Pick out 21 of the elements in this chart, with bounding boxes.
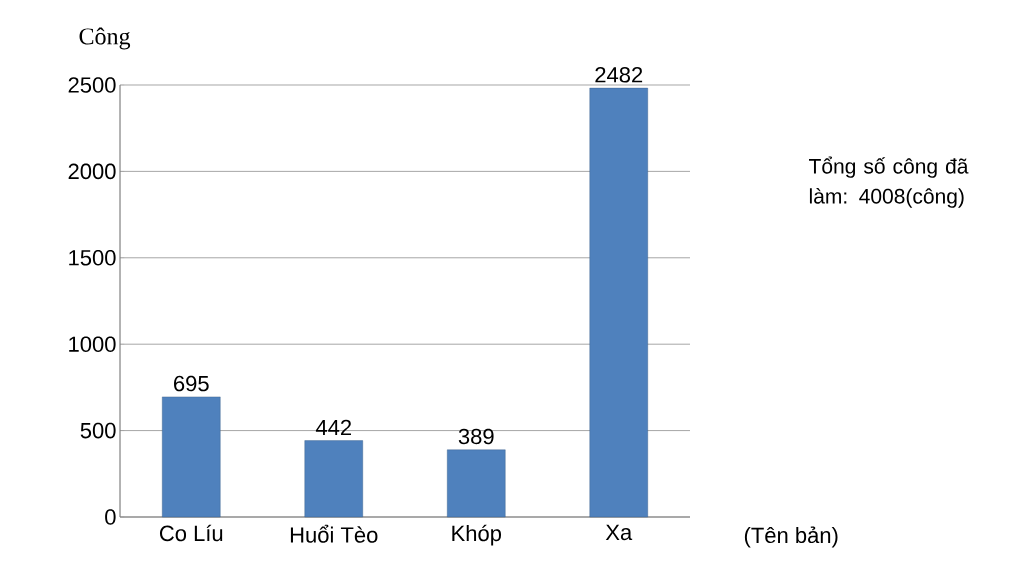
data-label: 2482 <box>595 66 643 83</box>
x-tick-label: Co Líu <box>159 524 223 542</box>
bar <box>589 87 648 518</box>
y-tick-label: 2500 <box>68 77 116 93</box>
data-label: 389 <box>458 428 494 445</box>
x-tick-label: Huổi Tèo <box>290 524 378 543</box>
bar <box>304 440 363 518</box>
data-label: 695 <box>174 375 209 392</box>
bar <box>162 396 221 518</box>
text: Tổng số công đã làm: 4008(công) <box>809 156 969 208</box>
x-axis-title: (Tên bản) <box>744 526 838 548</box>
x-tick-label: Xa <box>605 524 633 541</box>
y-tick-label: 1000 <box>69 336 116 352</box>
y-tick-label: 1500 <box>69 249 116 266</box>
x-tick-label: Khóp <box>452 524 502 546</box>
y-tick-label: 500 <box>80 422 116 439</box>
y-tick-label: 0 <box>105 509 116 525</box>
data-label: 442 <box>315 419 351 436</box>
bar <box>447 449 506 518</box>
y-axis-title: Công <box>79 27 131 50</box>
y-tick-label: 2000 <box>68 163 116 180</box>
